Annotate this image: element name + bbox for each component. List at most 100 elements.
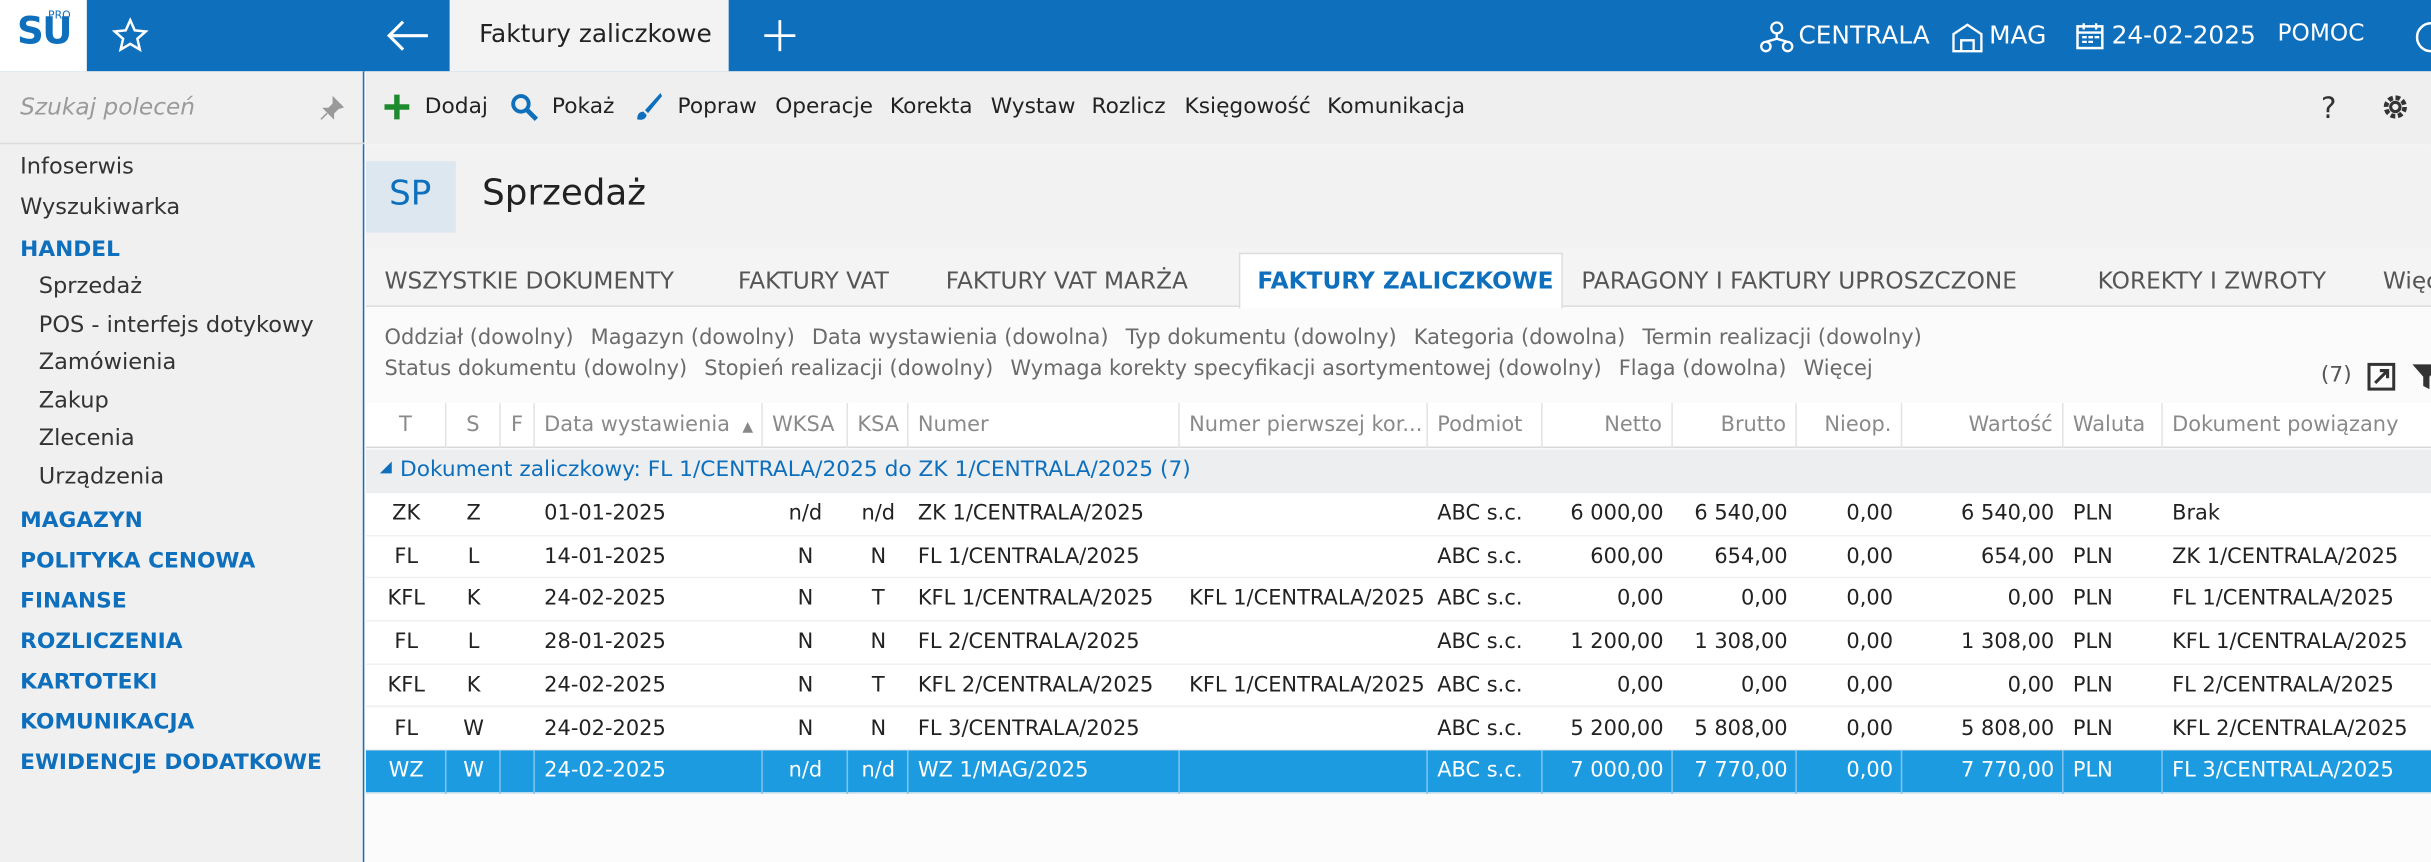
table-cell[interactable]: N bbox=[870, 715, 887, 741]
filter[interactable]: Stopień realizacji (dowolny) bbox=[704, 356, 994, 382]
toolbar-button[interactable]: Rozlicz bbox=[1091, 94, 1166, 120]
table-row[interactable] bbox=[365, 535, 2431, 579]
table-cell[interactable]: 7 770,00 bbox=[1961, 758, 2055, 784]
table-cell[interactable]: N bbox=[797, 715, 814, 741]
column-header[interactable]: S bbox=[447, 403, 501, 449]
tab[interactable]: PARAGONY I FAKTURY UPROSZCZONE bbox=[1581, 266, 2017, 295]
filter[interactable]: Więcej bbox=[1803, 356, 1873, 382]
menu-item[interactable]: POS - interfejs dotykowy bbox=[38, 312, 314, 338]
table-cell[interactable]: ZK 1/CENTRALA/2025 bbox=[917, 500, 1144, 526]
table-cell[interactable]: 0,00 bbox=[1846, 543, 1894, 569]
group-row[interactable] bbox=[365, 449, 2431, 494]
table-cell[interactable]: N bbox=[797, 543, 814, 569]
table-cell[interactable]: 0,00 bbox=[1846, 715, 1894, 741]
filter[interactable]: Kategoria (dowolna) bbox=[1413, 325, 1626, 351]
table-cell[interactable]: 28-01-2025 bbox=[544, 629, 666, 655]
tab[interactable]: FAKTURY VAT MARŻA bbox=[945, 266, 1188, 295]
table-row[interactable] bbox=[365, 664, 2431, 708]
warehouse[interactable]: MAG bbox=[1989, 20, 2047, 50]
filter[interactable]: Oddział (dowolny) bbox=[384, 325, 574, 351]
table-cell[interactable]: KFL 2/CENTRALA/2025 bbox=[917, 672, 1154, 698]
table-cell[interactable]: ABC s.c. bbox=[1437, 629, 1523, 655]
table-cell[interactable]: KFL 2/CENTRALA/2025 bbox=[2172, 715, 2408, 741]
tab[interactable]: FAKTURY VAT bbox=[737, 266, 889, 295]
table-cell[interactable]: 0,00 bbox=[1740, 586, 1788, 612]
toolbar-button[interactable]: Popraw bbox=[677, 94, 757, 120]
table-cell[interactable]: 24-02-2025 bbox=[544, 758, 666, 784]
table-cell[interactable]: n/d bbox=[861, 758, 896, 784]
table-cell[interactable]: KFL 1/CENTRALA/2025 bbox=[1189, 586, 1425, 612]
table-cell[interactable]: 6 540,00 bbox=[1694, 500, 1788, 526]
table-cell[interactable]: 0,00 bbox=[1846, 672, 1894, 698]
active-tab-box[interactable] bbox=[1238, 252, 1563, 309]
table-cell[interactable]: 6 540,00 bbox=[1961, 500, 2055, 526]
table-cell[interactable]: 7 770,00 bbox=[1694, 758, 1788, 784]
table-cell[interactable]: 0,00 bbox=[1616, 586, 1664, 612]
table-cell[interactable]: 24-02-2025 bbox=[544, 586, 666, 612]
favorite-icon[interactable] bbox=[111, 17, 149, 54]
table-cell[interactable]: 600,00 bbox=[1590, 543, 1664, 569]
column-header[interactable]: Numer bbox=[909, 403, 1180, 449]
table-cell[interactable]: N bbox=[870, 543, 887, 569]
help-link[interactable]: POMOC bbox=[2277, 18, 2365, 47]
table-cell[interactable]: FL bbox=[394, 715, 419, 741]
tab[interactable]: Więcej bbox=[2382, 266, 2431, 295]
table-cell[interactable]: 0,00 bbox=[1846, 629, 1894, 655]
table-cell[interactable]: ABC s.c. bbox=[1437, 758, 1523, 784]
table-cell[interactable]: KFL 1/CENTRALA/2025 bbox=[2172, 629, 2408, 655]
table-cell[interactable]: 14-01-2025 bbox=[544, 543, 666, 569]
toolbar-button[interactable]: Komunikacja bbox=[1327, 94, 1466, 120]
menu-item[interactable]: Urządzenia bbox=[38, 464, 165, 490]
menu-item[interactable]: Zakup bbox=[38, 388, 109, 414]
table-cell[interactable]: PLN bbox=[2072, 672, 2113, 698]
tab[interactable]: WSZYSTKIE DOKUMENTY bbox=[384, 266, 674, 295]
table-cell[interactable]: 0,00 bbox=[1846, 586, 1894, 612]
table-row[interactable] bbox=[365, 578, 2431, 622]
column-header[interactable]: T bbox=[366, 403, 447, 449]
table-cell[interactable]: 1 308,00 bbox=[1694, 629, 1788, 655]
menu-item[interactable]: Zamówienia bbox=[38, 350, 177, 376]
tab[interactable]: FAKTURY ZALICZKOWE bbox=[1257, 266, 1554, 295]
table-cell[interactable]: PLN bbox=[2072, 715, 2113, 741]
table-cell[interactable]: WZ bbox=[388, 758, 424, 784]
work-date[interactable]: 24-02-2025 bbox=[2111, 20, 2256, 50]
table-cell[interactable]: 24-02-2025 bbox=[544, 672, 666, 698]
table-cell[interactable]: 5 808,00 bbox=[1961, 715, 2055, 741]
table-cell[interactable]: KFL 1/CENTRALA/2025 bbox=[917, 586, 1154, 612]
group-toggle[interactable]: ◢ bbox=[379, 458, 392, 476]
column-header[interactable]: Podmiot bbox=[1428, 403, 1543, 449]
table-cell[interactable]: 7 000,00 bbox=[1570, 758, 1664, 784]
table-cell[interactable]: FL 3/CENTRALA/2025 bbox=[917, 715, 1140, 741]
table-row[interactable] bbox=[365, 493, 2431, 536]
table-cell[interactable]: FL 1/CENTRALA/2025 bbox=[917, 543, 1140, 569]
table-cell[interactable]: FL 1/CENTRALA/2025 bbox=[2172, 586, 2394, 612]
table-cell[interactable]: 654,00 bbox=[1980, 543, 2055, 569]
table-row[interactable] bbox=[365, 707, 2431, 751]
branch[interactable]: CENTRALA bbox=[1798, 20, 1930, 50]
table-cell[interactable]: ABC s.c. bbox=[1437, 672, 1523, 698]
table-cell[interactable]: 5 200,00 bbox=[1570, 715, 1664, 741]
filter[interactable]: Data wystawienia (dowolna) bbox=[811, 325, 1109, 351]
table-cell[interactable]: FL 2/CENTRALA/2025 bbox=[917, 629, 1140, 655]
export-icon[interactable] bbox=[2367, 362, 2396, 391]
filter[interactable]: Magazyn (dowolny) bbox=[590, 325, 795, 351]
filter[interactable]: Flaga (dowolna) bbox=[1618, 356, 1787, 382]
table-cell[interactable]: 0,00 bbox=[1846, 500, 1894, 526]
toolbar-button[interactable]: Korekta bbox=[889, 94, 973, 120]
group-label[interactable]: Dokument zaliczkowy: FL 1/CENTRALA/2025 … bbox=[399, 457, 1191, 483]
table-cell[interactable]: 0,00 bbox=[2007, 672, 2055, 698]
table-cell[interactable]: 0,00 bbox=[1616, 672, 1664, 698]
table-cell[interactable]: n/d bbox=[788, 500, 823, 526]
table-cell[interactable]: N bbox=[797, 629, 814, 655]
pin-icon[interactable] bbox=[319, 96, 345, 121]
table-cell[interactable]: FL bbox=[394, 543, 419, 569]
back-icon[interactable] bbox=[384, 17, 431, 54]
table-cell[interactable]: n/d bbox=[788, 758, 823, 784]
column-header[interactable]: WKSA bbox=[763, 403, 849, 449]
table-cell[interactable]: KFL bbox=[387, 586, 425, 612]
table-cell[interactable]: K bbox=[466, 586, 481, 612]
column-header[interactable]: Waluta bbox=[2064, 403, 2163, 449]
column-header[interactable]: Data wystawienia ▲ bbox=[535, 403, 763, 449]
table-cell[interactable]: T bbox=[871, 586, 885, 612]
table-cell[interactable]: L bbox=[467, 543, 480, 569]
